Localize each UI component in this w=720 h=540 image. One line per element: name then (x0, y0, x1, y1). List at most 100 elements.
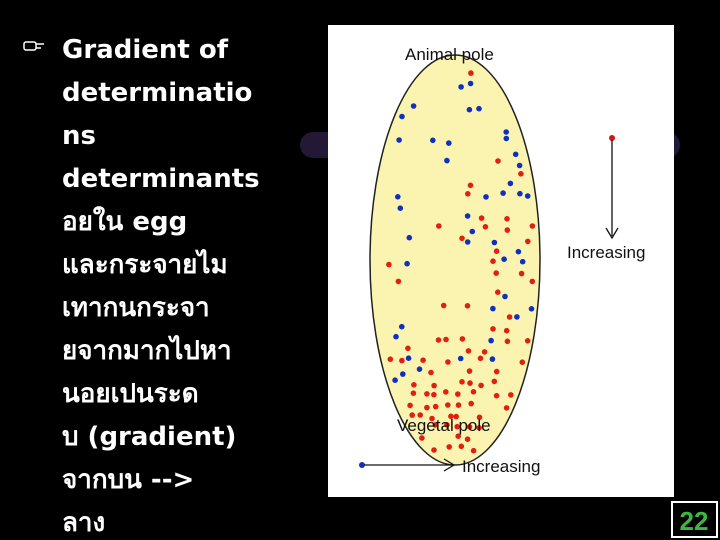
dot (467, 380, 473, 386)
dot (429, 415, 435, 422)
dot (432, 422, 439, 428)
dot (504, 338, 511, 345)
dot (405, 355, 412, 362)
egg (369, 54, 541, 466)
dot (410, 103, 417, 109)
dot (469, 228, 476, 235)
dot (410, 390, 417, 397)
dot (476, 414, 483, 421)
dot (459, 379, 465, 385)
dot (465, 348, 472, 354)
dot (491, 378, 498, 385)
bottom-label: Vegetal pole (397, 416, 491, 435)
dot (476, 425, 482, 431)
bottom-arrow-label: Increasing (462, 457, 540, 476)
body-line: และกระจายไม (62, 248, 228, 280)
dot (395, 278, 402, 285)
dot (407, 402, 413, 409)
dot (464, 436, 471, 443)
dot (457, 355, 464, 362)
arrow-head (443, 458, 456, 472)
dot (515, 248, 522, 255)
dot (430, 137, 436, 144)
dot (411, 382, 417, 388)
dot (506, 314, 513, 320)
dot (503, 327, 510, 334)
dot (468, 70, 474, 76)
dot (503, 135, 510, 142)
dot (495, 158, 501, 164)
dot (466, 106, 473, 113)
dot (455, 433, 462, 440)
dot (404, 260, 410, 267)
dot (504, 216, 510, 222)
dot (428, 369, 434, 376)
dot (431, 382, 437, 389)
dot (454, 423, 461, 430)
dot (524, 193, 531, 199)
dot (488, 337, 494, 344)
dot (518, 171, 524, 177)
dot (435, 337, 442, 343)
dot (445, 359, 451, 365)
arrow-dot (359, 462, 365, 468)
body-text: Gradient of determinatio ns determinants อยใ… (62, 35, 260, 538)
body-line: ยจากมากไปหา (62, 334, 232, 366)
dot (478, 215, 485, 221)
dot (478, 382, 484, 389)
dot (525, 238, 531, 245)
dot (508, 392, 514, 398)
dot (431, 391, 437, 398)
body-line: นอยเปนระด (62, 379, 199, 409)
dot (465, 191, 471, 197)
dot (459, 336, 466, 342)
dot (477, 355, 484, 362)
dot (476, 105, 482, 112)
body-line: อยใน egg (62, 206, 187, 237)
dot (470, 447, 477, 454)
dot (501, 256, 507, 263)
dot (489, 356, 496, 362)
dot (466, 368, 473, 374)
dot (495, 289, 501, 296)
dot (519, 258, 526, 265)
dot (396, 137, 402, 143)
dot (524, 338, 531, 344)
body-line: บ (gradient) (62, 422, 236, 452)
page-number-box (671, 501, 718, 538)
dot (406, 234, 413, 241)
body-line: determinatio (62, 78, 252, 108)
dot (399, 113, 405, 120)
dot (467, 182, 474, 189)
dot (504, 227, 511, 233)
body-line: Gradient of (62, 35, 229, 65)
dot (416, 366, 423, 373)
arrow-head (605, 227, 619, 240)
dot (481, 349, 488, 355)
dot (400, 371, 406, 377)
dot (529, 223, 536, 229)
dot (458, 84, 464, 90)
dot (507, 180, 514, 187)
dot (392, 377, 398, 384)
dot (443, 336, 449, 343)
dot (445, 402, 451, 408)
dot (464, 213, 471, 219)
dot (468, 400, 475, 407)
dot (455, 391, 461, 397)
dot (455, 402, 462, 408)
dot (493, 248, 500, 254)
dot (393, 333, 399, 340)
dot (448, 413, 454, 420)
dot (424, 404, 430, 411)
dot (514, 314, 520, 320)
dot (512, 151, 519, 158)
dot (395, 194, 401, 200)
dot (490, 305, 496, 312)
dot (517, 190, 523, 197)
dot (529, 278, 536, 285)
dot (464, 239, 471, 245)
dot (500, 190, 506, 196)
dot (453, 413, 460, 420)
body-line: เทากนกระจา (62, 293, 210, 323)
